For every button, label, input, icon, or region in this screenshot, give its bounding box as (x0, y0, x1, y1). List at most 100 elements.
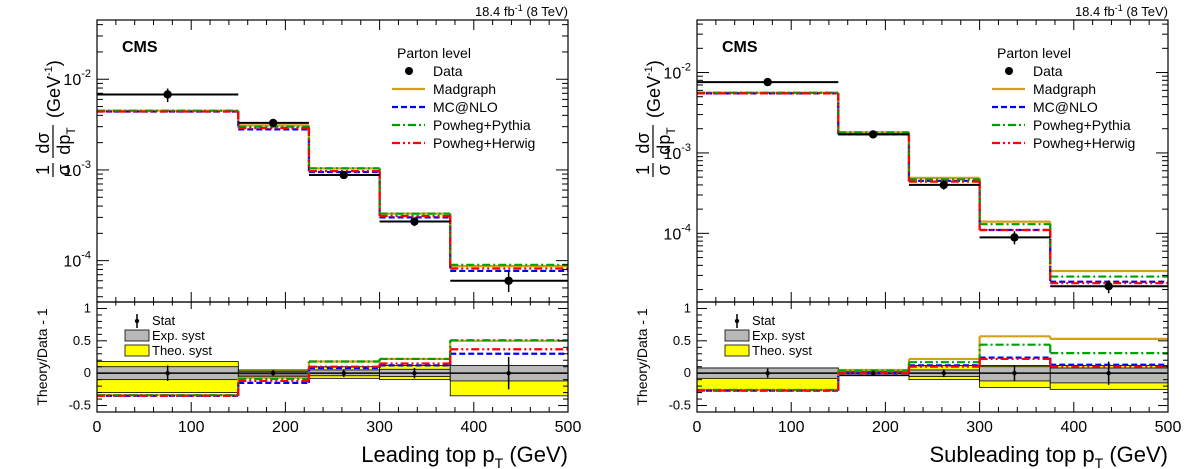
x-axis-title-units: (GeV) (1103, 442, 1168, 467)
ratio-legend-label: Theo. syst (752, 343, 812, 358)
x-axis-title: Subleading top pT (GeV) (930, 442, 1169, 469)
y-tick-label: 10-3 (663, 142, 691, 163)
y-tick-exponent: -4 (681, 222, 691, 234)
x-tick-label: 500 (555, 419, 582, 436)
ratio-y-tick-label: 0 (84, 365, 91, 380)
y-axis-title: 1 σdσ dpT (GeV-1) (633, 60, 678, 177)
y-axis-title-dsigma: dσ (33, 132, 53, 153)
lumi-energy: (8 TeV) (1123, 4, 1168, 19)
ratio-legend-stat-dot (734, 318, 740, 324)
data-point-0 (763, 77, 772, 87)
legend-label: MC@NLO (1033, 99, 1098, 115)
upper-plot-area (97, 88, 568, 293)
y-axis-title-units: (GeV-1) (643, 60, 664, 118)
ratio-point-3 (1012, 370, 1017, 376)
ratio-legend-stat-dot (134, 318, 140, 324)
ratio-point-1 (870, 370, 876, 376)
x-axis-title: Leading top pT (GeV) (361, 442, 568, 469)
y-axis-title-sub: T (64, 127, 78, 135)
ratio-y-tick-label: -0.5 (69, 398, 91, 413)
legend-label: Powheg+Pythia (1033, 117, 1131, 133)
lumi-exponent: -1 (515, 3, 523, 13)
lumi-label: 18.4 fb-1 (8 TeV) (1075, 3, 1168, 19)
lumi-value: 18.4 fb (475, 4, 515, 19)
y-tick-label: 10-2 (63, 68, 91, 89)
ratio-y-tick-label: -0.5 (669, 398, 691, 413)
legend-title: Parton level (397, 45, 471, 61)
y-tick-exponent: -3 (681, 142, 691, 154)
y-tick-label: 10-4 (663, 222, 691, 243)
x-axis-title-sub: T (495, 455, 504, 469)
lumi-exponent: -1 (1115, 3, 1123, 13)
x-tick-label: 400 (1060, 419, 1087, 436)
y-axis-title-dpt: dpT (654, 127, 678, 155)
ratio-legend-exp-swatch (124, 329, 150, 342)
y-axis-title-one: 1 (33, 165, 53, 175)
x-tick-label: 200 (272, 419, 299, 436)
ratio-point-3 (412, 370, 417, 376)
x-axis-title-main: Subleading top p (930, 442, 1095, 467)
y-axis-units-base: (GeV (644, 76, 664, 118)
y-axis-title-dpt: dpT (54, 127, 78, 155)
ratio-y-tick-label: 0.5 (673, 333, 691, 348)
y-tick-exponent: -4 (81, 250, 91, 262)
y-axis-units-sup: -1 (43, 66, 55, 76)
data-point-1 (268, 118, 278, 128)
experiment-label: CMS (122, 39, 158, 56)
legend-title: Parton level (997, 45, 1071, 61)
ratio-y-tick-label: 0.5 (73, 333, 91, 348)
y-axis-title-units: (GeV-1) (43, 60, 64, 118)
legend-label: Powheg+Herwig (1033, 135, 1135, 151)
ratio-plot-area (97, 339, 568, 397)
legend-label: Madgraph (1033, 81, 1096, 97)
legend-label: Data (433, 63, 463, 79)
x-tick-label: 200 (872, 419, 899, 436)
ratio-point-0 (765, 370, 770, 376)
data-point-0 (163, 90, 172, 99)
legend-marker-data (405, 67, 413, 75)
x-tick-label: 500 (1155, 419, 1182, 436)
x-tick-label: 100 (778, 419, 805, 436)
ratio-point-1 (270, 370, 276, 376)
y-axis-units-sup: -1 (643, 66, 655, 76)
upper-frame (696, 19, 1169, 303)
upper-frame (96, 19, 569, 303)
ratio-legend-label: Stat (752, 313, 776, 328)
y-axis-title-sigma: σ (654, 164, 674, 175)
data-point-2 (939, 180, 949, 190)
ratio-point-2 (341, 370, 347, 376)
y-axis-title-dp: dp (54, 135, 74, 155)
data-point-1 (868, 130, 878, 139)
y-tick-exponent: -2 (81, 68, 91, 80)
y-tick-exponent: -3 (81, 159, 91, 171)
ratio-frame (696, 301, 1169, 413)
y-tick-exponent: -2 (681, 62, 691, 74)
ratio-y-tick-label: 1 (84, 300, 91, 315)
ratio-frame (96, 301, 569, 413)
ratio-point-4 (1106, 370, 1111, 376)
ratio-y-axis-title: Theory/Data - 1 (34, 308, 50, 405)
y-axis-title: 1 σdσ dpT (GeV-1) (33, 60, 78, 177)
ratio-legend-label: Theo. syst (152, 343, 212, 358)
ratio-legend-theo-swatch (724, 344, 750, 357)
y-tick-label: 10-2 (663, 62, 691, 83)
ratio-point-0 (165, 370, 170, 376)
y-axis-units-close: ) (644, 60, 664, 66)
legend-marker-data (1005, 67, 1013, 75)
legend-label: Madgraph (433, 81, 496, 97)
y-tick-label: 10-4 (63, 250, 91, 271)
ratio-legend-label: Exp. syst (152, 328, 205, 343)
y-axis-units-close: ) (44, 60, 64, 66)
ratio-legend-theo-swatch (124, 344, 150, 357)
data-point-4 (504, 276, 513, 285)
y-axis-title-dsigma: dσ (633, 132, 653, 153)
chart-panel-right: 0 100 200 300 400 50010-210-310-4-0.500.5118.… (633, 3, 1181, 469)
lumi-label: 18.4 fb-1 (8 TeV) (475, 3, 568, 19)
legend-label: Powheg+Pythia (433, 117, 531, 133)
y-axis-title-one: 1 (633, 165, 653, 175)
ratio-y-tick-label: 1 (684, 300, 691, 315)
data-point-3 (1010, 233, 1019, 242)
y-axis-units-base: (GeV (44, 76, 64, 118)
y-tick-base: 10 (63, 254, 81, 271)
upper-plot-area (697, 77, 1168, 294)
